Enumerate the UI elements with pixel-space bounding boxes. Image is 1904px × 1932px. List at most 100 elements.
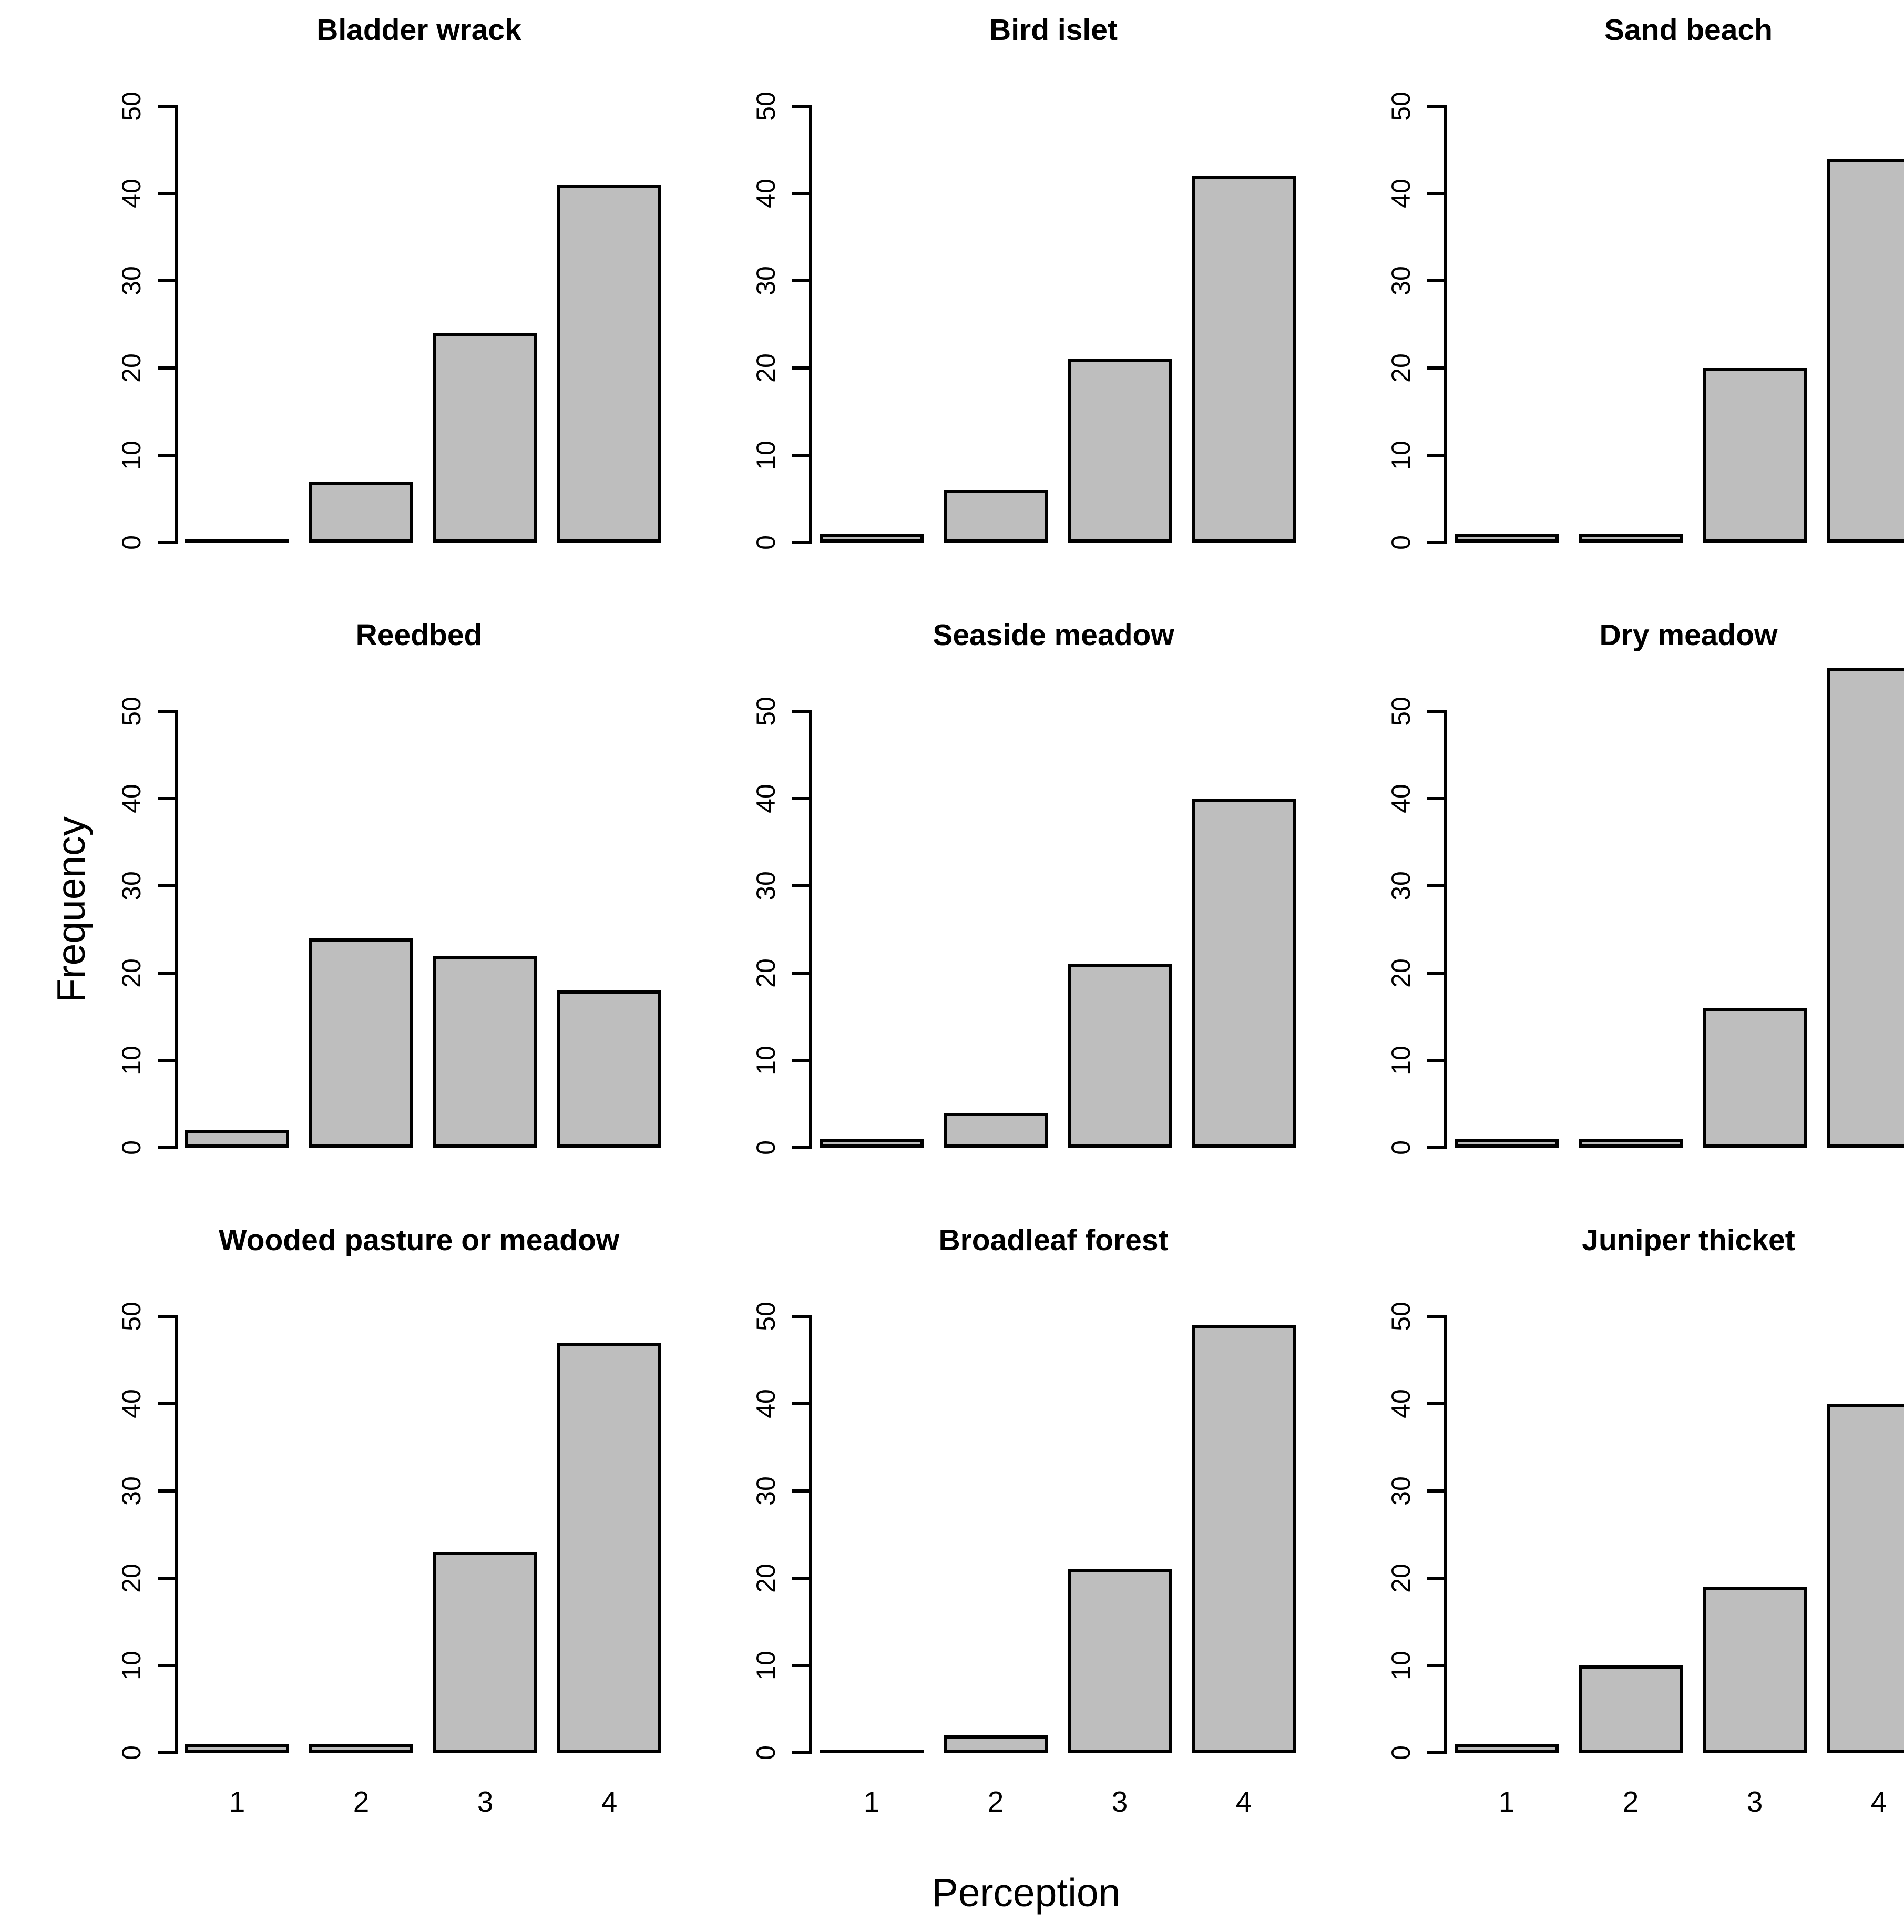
histogram-panel: Bladder wrack 0 10 20 30 40 50 (0, 0, 661, 605)
y-axis-tick (158, 1315, 175, 1318)
y-axis (1444, 1315, 1447, 1754)
y-axis-tick (1427, 279, 1444, 282)
y-axis-tick (1427, 105, 1444, 108)
x-axis-tick-label: 2 (353, 1785, 370, 1818)
y-axis-tick-label: 50 (1386, 1302, 1416, 1331)
y-axis-tick-label: 0 (751, 535, 781, 550)
x-axis-tick-label: 3 (477, 1785, 494, 1818)
y-axis-tick (792, 710, 809, 713)
y-axis-tick-label: 50 (1386, 697, 1416, 726)
y-axis-tick-label: 0 (117, 535, 146, 550)
histogram-panel: Wooded pasture or meadow 0 10 20 30 40 50 1 2 3 4 (0, 1210, 661, 1818)
y-axis-tick (1427, 541, 1444, 544)
y-axis-tick-label: 50 (117, 697, 146, 726)
panel-title: Seaside meadow (933, 618, 1174, 652)
y-axis-tick-label: 0 (751, 1140, 781, 1155)
bar (309, 482, 413, 543)
x-axis-tick-label: 2 (1622, 1785, 1639, 1818)
bar (1068, 1569, 1172, 1753)
y-axis-tick-label: 30 (117, 266, 146, 295)
y-axis-tick-label: 20 (1386, 353, 1416, 383)
y-axis-tick-label: 20 (751, 1563, 781, 1593)
panel-title: Juniper thicket (1582, 1223, 1795, 1257)
y-axis-tick (158, 1059, 175, 1062)
y-axis-tick (158, 1577, 175, 1580)
y-axis-tick (158, 1664, 175, 1667)
y-axis (175, 105, 178, 544)
bar (433, 333, 537, 543)
x-axis-tick-label: 4 (1235, 1785, 1252, 1818)
y-axis-tick-label: 30 (1386, 1476, 1416, 1506)
bar (433, 956, 537, 1148)
y-axis-tick (158, 279, 175, 282)
histogram-panel: Bird islet 0 10 20 30 40 50 (634, 0, 1296, 605)
y-axis-tick (792, 105, 809, 108)
y-axis-tick (158, 797, 175, 800)
y-axis-tick (158, 454, 175, 457)
y-axis-tick-label: 50 (117, 1302, 146, 1331)
y-axis-tick (158, 710, 175, 713)
y-axis-tick (1427, 454, 1444, 457)
x-axis-tick-label: 1 (229, 1785, 245, 1818)
y-axis-tick-label: 0 (117, 1745, 146, 1760)
y-axis-tick-label: 30 (1386, 871, 1416, 901)
y-axis-tick-label: 50 (751, 91, 781, 121)
bar (557, 1343, 661, 1753)
y-axis-tick-label: 40 (751, 1389, 781, 1418)
panel-title: Sand beach (1604, 13, 1773, 47)
y-axis (1444, 710, 1447, 1149)
y-axis-tick (792, 1059, 809, 1062)
bar (1579, 1665, 1683, 1753)
y-axis-tick (792, 1146, 809, 1149)
y-axis-tick (158, 541, 175, 544)
bar (1579, 534, 1683, 543)
bar (1068, 964, 1172, 1148)
y-axis-tick-label: 10 (751, 441, 781, 470)
bar (1455, 1139, 1559, 1148)
y-axis-tick (1427, 797, 1444, 800)
y-axis-tick (158, 192, 175, 195)
y-axis-tick-label: 40 (117, 179, 146, 208)
y-axis-tick-label: 20 (1386, 958, 1416, 988)
y-axis-tick (792, 1577, 809, 1580)
y-axis-tick (792, 1315, 809, 1318)
y-axis-tick (1427, 1059, 1444, 1062)
bar (1703, 1587, 1807, 1753)
y-axis-tick (1427, 1402, 1444, 1405)
x-axis-tick-label: 4 (1870, 1785, 1887, 1818)
x-axis-tick-label: 1 (863, 1785, 880, 1818)
bar (557, 990, 661, 1148)
histogram-panel: Juniper thicket 0 10 20 30 40 50 1 2 3 4 (1270, 1210, 1904, 1818)
bar-zero-height (185, 539, 289, 543)
bar (820, 534, 924, 543)
x-axis-tick-label: 4 (601, 1785, 618, 1818)
y-axis-tick-label: 50 (1386, 91, 1416, 121)
y-axis-tick-label: 20 (117, 1563, 146, 1593)
y-axis-tick (1427, 1315, 1444, 1318)
y-axis-tick (158, 366, 175, 370)
y-axis-tick-label: 20 (117, 353, 146, 383)
x-axis-tick-label: 3 (1746, 1785, 1763, 1818)
y-axis-tick (792, 1664, 809, 1667)
y-axis (175, 710, 178, 1149)
x-axis-label: Perception (931, 1870, 1121, 1915)
y-axis-tick (1427, 710, 1444, 713)
histogram-panel: Seaside meadow 0 10 20 30 40 50 (634, 605, 1296, 1210)
y-axis-label: Frequency (49, 816, 93, 1003)
y-axis-tick-label: 20 (1386, 1563, 1416, 1593)
y-axis-tick-label: 40 (751, 784, 781, 813)
panel-title: Bird islet (989, 13, 1118, 47)
y-axis-tick (792, 797, 809, 800)
y-axis-tick-label: 30 (117, 1476, 146, 1506)
panel-title: Reedbed (355, 618, 483, 652)
bar (820, 1139, 924, 1148)
y-axis-tick-label: 50 (751, 697, 781, 726)
bar (1579, 1139, 1683, 1148)
y-axis-tick (1427, 972, 1444, 975)
y-axis-tick-label: 10 (751, 1651, 781, 1680)
y-axis-tick (1427, 1146, 1444, 1149)
y-axis-tick-label: 10 (1386, 441, 1416, 470)
y-axis-tick (1427, 1577, 1444, 1580)
y-axis (809, 710, 812, 1149)
y-axis-tick-label: 40 (117, 784, 146, 813)
